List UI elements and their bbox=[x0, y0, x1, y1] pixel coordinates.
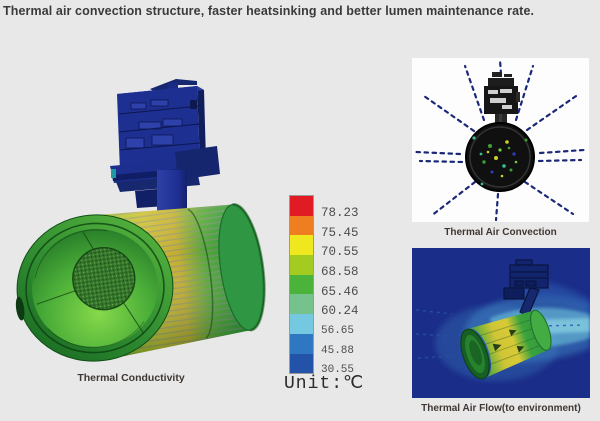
legend-color-block bbox=[290, 196, 313, 216]
legend-value: 45.88 bbox=[321, 344, 355, 357]
flow-diagram bbox=[412, 248, 590, 398]
legend-color-block bbox=[290, 274, 313, 295]
flow-lamp bbox=[460, 309, 552, 380]
convection-rays bbox=[414, 58, 586, 222]
main-caption: Thermal Conductivity bbox=[77, 372, 185, 384]
legend-color-block bbox=[290, 215, 313, 236]
legend-value: 78.23 bbox=[321, 205, 359, 220]
convection-diagram bbox=[414, 58, 586, 222]
convection-caption: Thermal Air Convection bbox=[444, 227, 557, 238]
legend-color-block bbox=[290, 353, 313, 374]
legend-value: 70.55 bbox=[321, 245, 359, 260]
legend-color-block bbox=[290, 235, 313, 256]
adapter-silhouette bbox=[484, 72, 520, 128]
flow-adapter-silhouette bbox=[503, 259, 549, 317]
legend-value: 68.58 bbox=[321, 264, 359, 279]
legend-color-block bbox=[290, 294, 313, 315]
legend-value: 56.65 bbox=[321, 324, 355, 337]
led-plate bbox=[72, 246, 136, 311]
legend-value: 30.55 bbox=[321, 364, 355, 377]
streamlines bbox=[415, 309, 585, 359]
legend-color-block bbox=[290, 314, 313, 334]
legend-value: 60.24 bbox=[321, 304, 359, 319]
adapter-indicator bbox=[111, 169, 116, 178]
thermal-legend-bar bbox=[289, 195, 314, 375]
reflector-spokes bbox=[36, 231, 145, 334]
legend-unit-label: Unit:℃ bbox=[284, 374, 365, 394]
fixture-front-circle bbox=[465, 122, 535, 192]
legend-color-block bbox=[290, 333, 313, 354]
side-tab bbox=[15, 296, 25, 321]
flow-panel bbox=[412, 248, 590, 398]
flow-arrows bbox=[492, 329, 525, 353]
legend-value: 75.45 bbox=[321, 225, 359, 240]
legend-color-block bbox=[290, 255, 313, 275]
page-title: Thermal air convection structure, faster… bbox=[3, 4, 535, 18]
thermal-speckle bbox=[479, 140, 518, 178]
convection-panel bbox=[412, 58, 589, 222]
flow-caption: Thermal Air Flow(to environment) bbox=[421, 403, 581, 414]
lamp-front-face bbox=[16, 214, 174, 362]
thermal-legend-labels: 78.23 75.45 70.55 68.58 65.46 60.24 56.6… bbox=[321, 203, 373, 380]
legend-value: 65.46 bbox=[321, 284, 359, 299]
lamp-cylinder bbox=[15, 203, 266, 362]
thermal-conductivity-render bbox=[15, 79, 266, 362]
